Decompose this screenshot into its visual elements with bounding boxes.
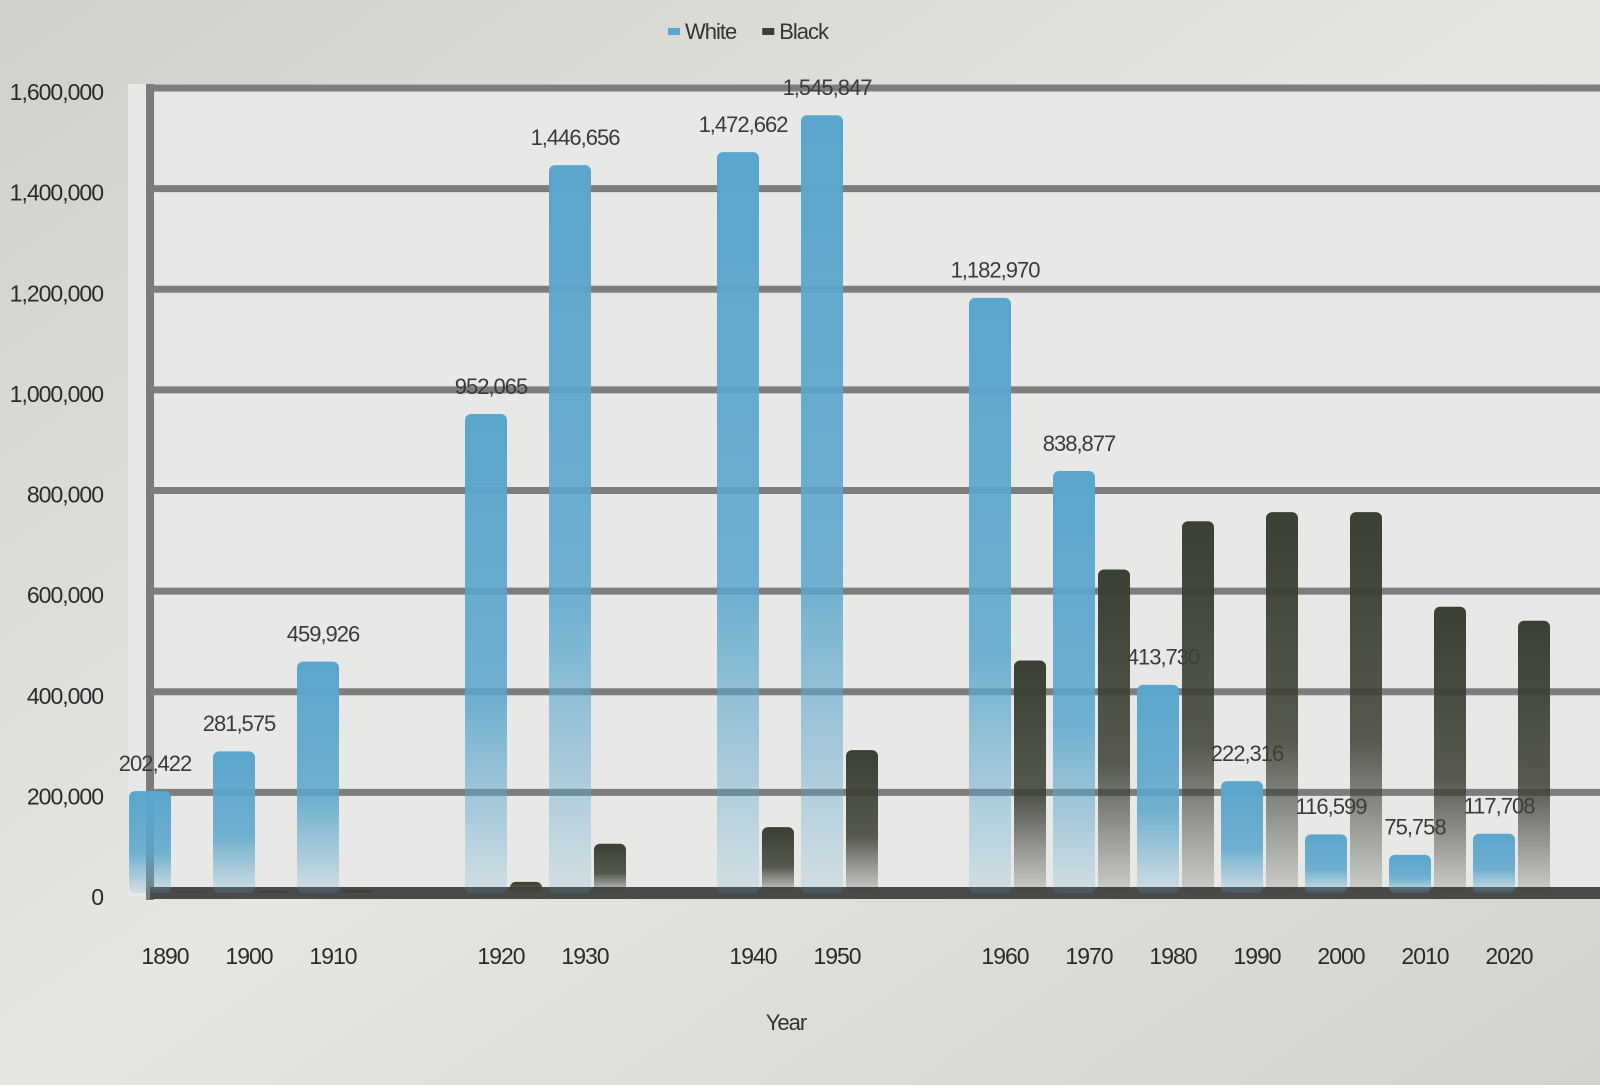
bar: [129, 791, 171, 893]
bar: [465, 413, 507, 893]
value-label: 952,065: [455, 374, 528, 399]
bar: [801, 115, 843, 893]
x-tick-label: 1980: [1149, 943, 1196, 969]
value-label: 281,575: [203, 711, 276, 736]
bar: [1305, 834, 1347, 893]
value-label: 202,422: [119, 751, 192, 776]
x-tick-label: 1890: [141, 943, 188, 969]
x-tick-label: 1940: [729, 943, 776, 969]
bar: [1518, 620, 1550, 893]
y-tick-label: 200,000: [27, 783, 103, 809]
legend-swatch: [762, 28, 775, 35]
bar: [174, 891, 206, 893]
x-tick-label: 1990: [1233, 943, 1280, 969]
x-tick-label: 1910: [309, 943, 356, 969]
y-tick-label: 1,400,000: [10, 180, 104, 206]
y-tick-label: 0: [91, 884, 103, 910]
x-tick-label: 2000: [1317, 943, 1364, 969]
legend-label: Black: [779, 19, 830, 44]
x-tick-label: 1970: [1065, 943, 1112, 969]
value-label: 838,877: [1043, 431, 1116, 456]
x-axis-label: Year: [766, 1010, 807, 1035]
bar: [1266, 512, 1298, 893]
y-tick-label: 1,600,000: [10, 79, 104, 105]
bar: [1434, 606, 1466, 893]
x-tick-label: 1920: [477, 943, 524, 969]
x-tick-label: 1960: [981, 943, 1028, 969]
bar: [1098, 569, 1130, 893]
value-label: 1,472,662: [699, 112, 789, 137]
y-tick-label: 800,000: [27, 482, 103, 508]
bar: [1389, 854, 1431, 893]
value-label: 1,182,970: [951, 258, 1041, 283]
value-label: 459,926: [287, 621, 360, 646]
bar: [1182, 521, 1214, 893]
y-tick-label: 400,000: [27, 683, 103, 709]
x-tick-label: 1930: [561, 943, 608, 969]
value-label: 1,446,656: [531, 125, 621, 150]
legend-label: White: [685, 19, 737, 44]
bar: [846, 750, 878, 893]
x-tick-label: 2010: [1401, 943, 1448, 969]
bar: [1221, 781, 1263, 893]
bar: [1014, 660, 1046, 893]
bar: [342, 889, 374, 893]
bar: [213, 751, 255, 893]
bar: [1053, 470, 1095, 893]
bar: [549, 165, 591, 894]
bar: [1473, 833, 1515, 893]
bar: [258, 890, 290, 893]
bar: [717, 152, 759, 894]
legend-swatch: [668, 28, 680, 35]
x-tick-label: 1950: [813, 943, 860, 969]
bar: [297, 661, 339, 893]
y-tick-label: 1,200,000: [10, 280, 104, 306]
x-tick-label: 2020: [1485, 943, 1532, 969]
x-tick-label: 1900: [225, 943, 272, 969]
y-tick-label: 1,000,000: [10, 381, 104, 407]
bar: [1350, 512, 1382, 893]
bar: [1137, 684, 1179, 893]
bar: [510, 881, 542, 893]
y-tick-label: 600,000: [27, 582, 103, 608]
bar: [969, 297, 1011, 893]
bar: [594, 843, 626, 893]
value-label: 1,545,847: [783, 75, 873, 100]
bar: [762, 827, 794, 893]
